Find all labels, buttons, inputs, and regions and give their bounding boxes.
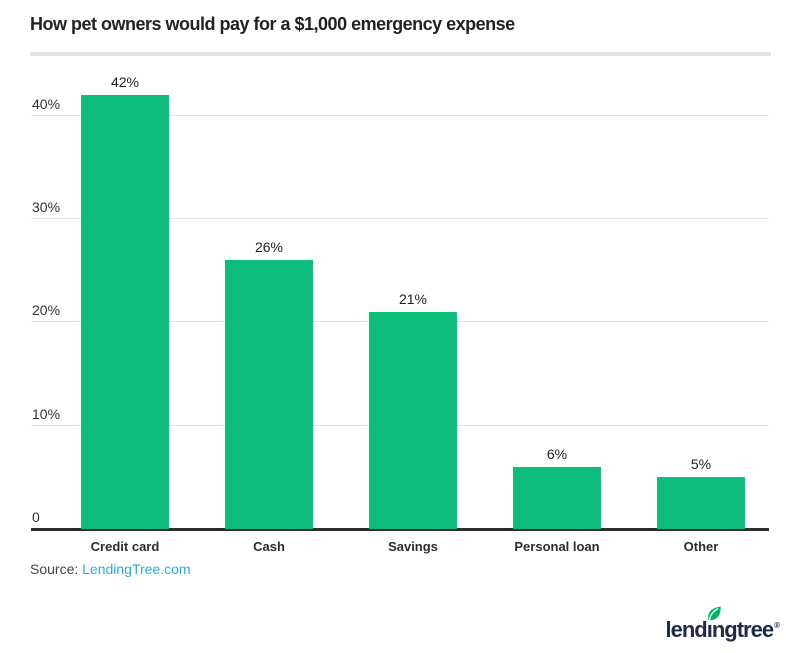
title-divider	[30, 52, 771, 56]
logo-letter-i-glyph: ı	[706, 617, 713, 642]
bar-other	[657, 477, 745, 529]
logo-letter-i: ı	[706, 606, 721, 642]
page-title: How pet owners would pay for a $1,000 em…	[30, 14, 515, 34]
value-label-cash: 26%	[254, 239, 284, 256]
x-category-label-cash: Cash	[253, 539, 285, 554]
x-category-label-savings: Savings	[388, 539, 438, 554]
bar-savings	[369, 312, 457, 529]
y-tick-label-20: 20%	[32, 302, 61, 319]
logo-text-pre: lend	[665, 617, 707, 642]
value-label-other: 5%	[690, 456, 712, 473]
bar-credit-card	[81, 95, 169, 529]
x-category-label-credit-card: Credit card	[90, 539, 160, 554]
gridline-30	[31, 218, 769, 219]
x-category-label-personal-loan: Personal loan	[514, 539, 600, 554]
y-tick-label-40: 40%	[32, 95, 61, 112]
source-prefix: Source:	[30, 561, 83, 577]
value-label-personal-loan: 6%	[546, 446, 568, 462]
x-category-label-other: Other	[683, 539, 719, 554]
source-link[interactable]: LendingTree.com	[82, 561, 191, 577]
gridline-40	[31, 114, 769, 116]
logo-text-post: ngtree	[711, 617, 774, 642]
bar-personal-loan	[513, 467, 601, 529]
lendingtree-logo: lend ıngtree®	[665, 606, 780, 642]
source-note: Source: LendingTree.com	[30, 561, 191, 577]
bar-cash	[225, 260, 313, 529]
x-axis-line	[31, 528, 769, 531]
plot-area: 40% 30% 20% 10% 0 42% Credit card 26% Cash 21% Sav…	[31, 64, 769, 554]
value-label-credit-card: 42%	[110, 74, 140, 90]
registered-mark: ®	[774, 621, 780, 630]
y-tick-label-10: 10%	[32, 405, 61, 422]
y-tick-label-0: 0	[32, 509, 40, 525]
value-label-savings: 21%	[398, 291, 428, 307]
y-tick-label-30: 30%	[32, 199, 61, 215]
